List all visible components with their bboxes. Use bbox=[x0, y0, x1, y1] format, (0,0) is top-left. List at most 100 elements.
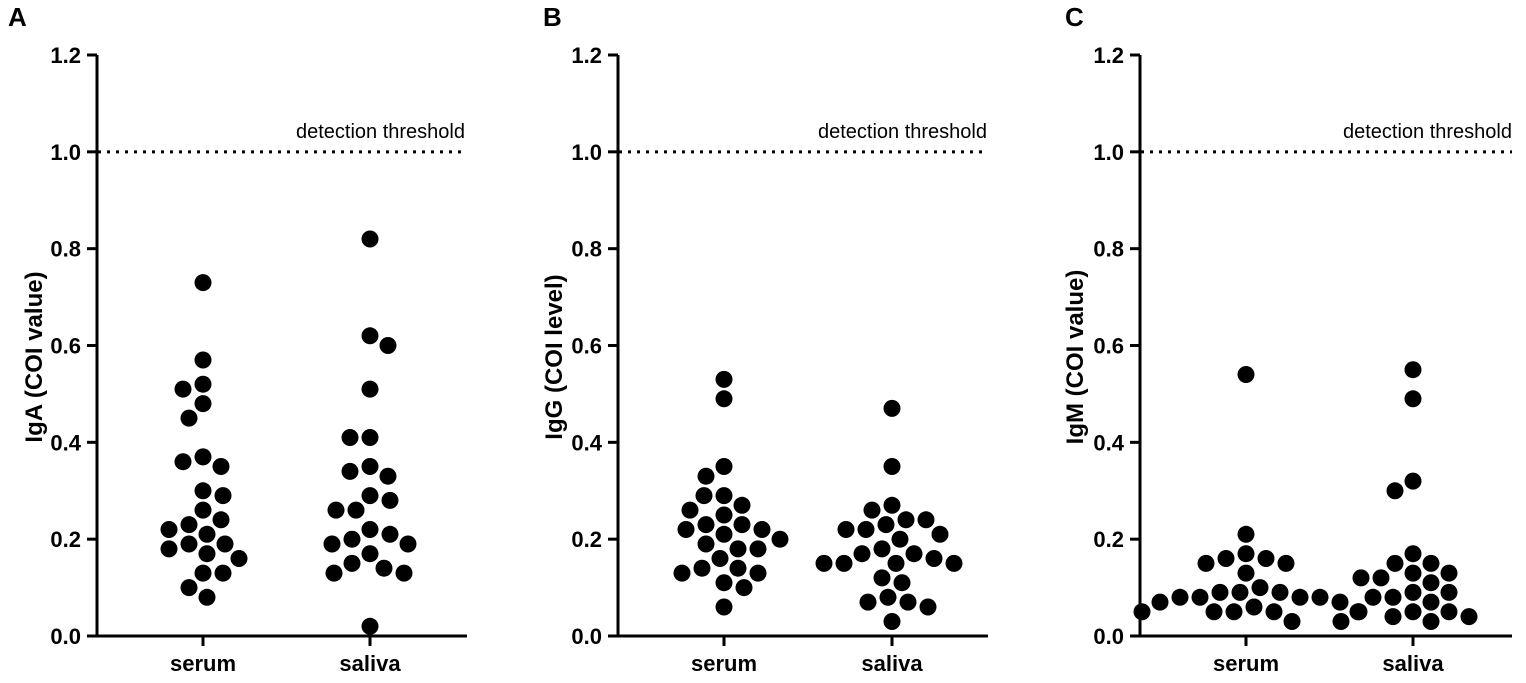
panel-letter: A bbox=[8, 2, 27, 32]
data-point-saliva bbox=[381, 491, 399, 509]
data-point-serum bbox=[1237, 366, 1255, 383]
data-point-serum bbox=[695, 487, 713, 505]
data-point-saliva bbox=[873, 540, 891, 558]
y-tick-label: 0.2 bbox=[1093, 527, 1124, 552]
data-point-saliva bbox=[361, 521, 379, 538]
y-tick-label: 1.0 bbox=[1093, 140, 1124, 165]
panel-letter: B bbox=[543, 2, 562, 32]
data-point-serum bbox=[212, 511, 230, 529]
data-point-saliva bbox=[1404, 564, 1422, 582]
y-tick-labels: 0.0 0.2 0.4 0.6 0.8 1.0 1.2 bbox=[50, 43, 81, 649]
y-tick-label: 0.6 bbox=[1093, 334, 1124, 359]
y-tick-label: 1.2 bbox=[1093, 43, 1124, 68]
data-point-saliva bbox=[1440, 603, 1458, 621]
data-point-serum bbox=[230, 550, 248, 567]
data-point-serum bbox=[715, 370, 733, 388]
threshold-label: detection threshold bbox=[818, 121, 987, 143]
data-point-saliva bbox=[917, 511, 935, 529]
data-point-saliva bbox=[361, 230, 379, 248]
data-point-serum bbox=[1197, 554, 1215, 572]
y-tick-labels: 0.0 0.2 0.4 0.6 0.8 1.0 1.2 bbox=[1093, 43, 1124, 649]
data-point-saliva bbox=[931, 525, 949, 543]
data-point-serum bbox=[715, 506, 733, 524]
category-label-saliva: saliva bbox=[1382, 651, 1444, 676]
data-point-serum bbox=[711, 550, 729, 567]
data-point-saliva bbox=[325, 564, 343, 582]
y-tick-label: 1.2 bbox=[571, 43, 602, 68]
data-point-saliva bbox=[343, 554, 361, 572]
data-point-serum bbox=[180, 535, 198, 553]
data-point-serum bbox=[729, 559, 747, 577]
data-point-saliva bbox=[853, 545, 871, 563]
panel-c: C IgM (COI value) detection threshold se… bbox=[1062, 2, 1512, 676]
data-point-saliva bbox=[897, 511, 915, 529]
data-point-serum bbox=[212, 458, 230, 475]
data-point-saliva bbox=[361, 429, 379, 446]
data-point-serum bbox=[160, 521, 178, 538]
data-point-saliva bbox=[341, 429, 359, 446]
data-point-saliva bbox=[379, 337, 397, 354]
data-point-serum bbox=[1271, 583, 1289, 601]
data-point-saliva bbox=[1404, 361, 1422, 379]
data-point-saliva bbox=[925, 550, 943, 567]
data-point-serum bbox=[1251, 579, 1269, 597]
y-tick-label: 0.8 bbox=[1093, 237, 1124, 262]
data-point-saliva bbox=[361, 617, 379, 635]
data-point-serum bbox=[1283, 613, 1301, 630]
data-point-saliva bbox=[341, 462, 359, 480]
data-point-saliva bbox=[1352, 569, 1370, 587]
data-point-saliva bbox=[883, 458, 901, 475]
data-point-saliva bbox=[379, 467, 397, 485]
data-point-saliva bbox=[1422, 593, 1440, 611]
data-point-serum bbox=[1277, 554, 1295, 572]
data-point-serum bbox=[1331, 593, 1349, 611]
data-point-serum bbox=[1265, 603, 1283, 621]
data-point-serum bbox=[1257, 550, 1275, 567]
data-point-saliva bbox=[1404, 603, 1422, 621]
data-point-serum bbox=[753, 521, 771, 538]
data-point-saliva bbox=[361, 487, 379, 505]
data-point-serum bbox=[194, 351, 212, 369]
data-point-saliva bbox=[1384, 608, 1402, 626]
data-point-serum bbox=[214, 564, 232, 582]
data-point-serum bbox=[697, 516, 715, 534]
data-point-saliva bbox=[1460, 608, 1478, 626]
y-tick-label: 0.2 bbox=[50, 527, 81, 552]
data-point-saliva bbox=[1404, 472, 1422, 490]
data-point-serum bbox=[1311, 588, 1329, 606]
data-point-saliva bbox=[395, 564, 413, 582]
data-point-serum bbox=[214, 487, 232, 505]
data-point-serum bbox=[194, 274, 212, 292]
y-axis-title: IgM (COI value) bbox=[1062, 270, 1089, 445]
data-point-saliva bbox=[1332, 613, 1350, 630]
data-point-serum bbox=[198, 525, 216, 543]
data-point-saliva bbox=[877, 516, 895, 534]
data-point-saliva bbox=[375, 559, 393, 577]
data-point-saliva bbox=[1386, 482, 1404, 500]
data-point-serum bbox=[160, 540, 178, 558]
y-tick-label: 0.6 bbox=[571, 334, 602, 359]
data-point-serum bbox=[729, 540, 747, 558]
y-tick-label: 1.0 bbox=[50, 140, 81, 165]
data-point-saliva bbox=[883, 399, 901, 417]
data-point-serum bbox=[1237, 525, 1255, 543]
data-point-saliva bbox=[879, 588, 897, 606]
y-tick-label: 0.4 bbox=[571, 430, 602, 455]
data-point-saliva bbox=[323, 535, 341, 553]
data-point-serum bbox=[194, 448, 212, 466]
y-tick-labels: 0.0 0.2 0.4 0.6 0.8 1.0 1.2 bbox=[571, 43, 602, 649]
data-point-serum bbox=[1191, 588, 1209, 606]
data-point-serum bbox=[180, 579, 198, 597]
data-point-serum bbox=[198, 545, 216, 563]
data-point-saliva bbox=[1404, 545, 1422, 563]
data-point-serum bbox=[677, 521, 695, 538]
panel-letter: C bbox=[1065, 2, 1084, 32]
y-tick-label: 0.0 bbox=[50, 624, 81, 649]
y-tick-label: 0.0 bbox=[571, 624, 602, 649]
data-point-saliva bbox=[883, 496, 901, 514]
data-point-serum bbox=[715, 390, 733, 408]
category-label-saliva: saliva bbox=[339, 651, 401, 676]
data-point-serum bbox=[194, 564, 212, 582]
data-point-saliva bbox=[361, 327, 379, 345]
data-point-saliva bbox=[919, 598, 937, 616]
